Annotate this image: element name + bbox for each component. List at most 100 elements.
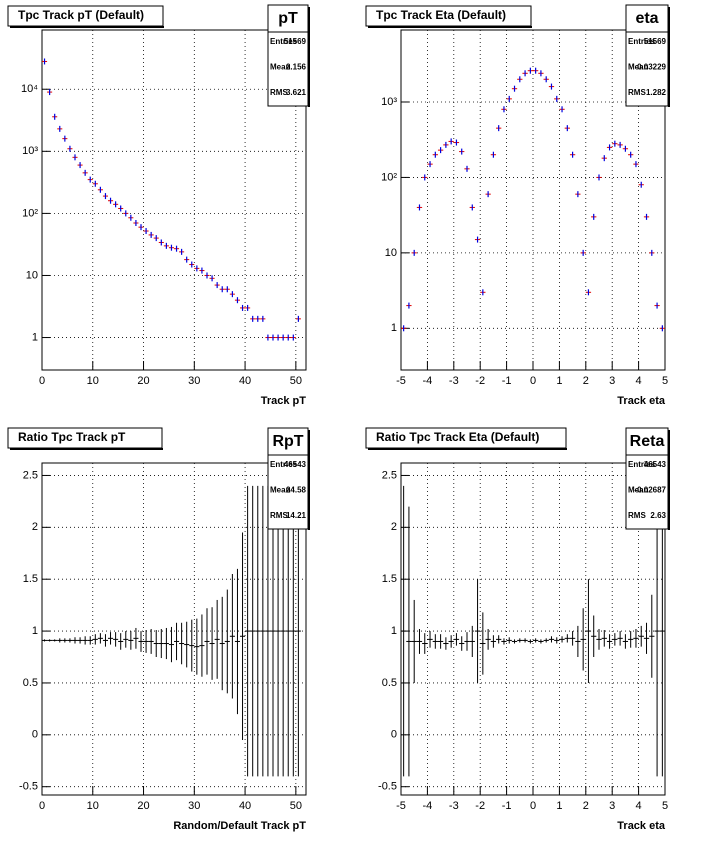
bin-marker: [612, 140, 618, 147]
stats-value: 51569: [284, 37, 307, 46]
error-bar: [543, 638, 549, 643]
bin-marker: [649, 249, 655, 256]
y-tick-label: 2: [32, 521, 38, 533]
bin-marker: [506, 95, 512, 102]
bin-marker: [591, 213, 597, 220]
error-bar: [295, 485, 301, 777]
x-axis-title: Track eta: [617, 820, 666, 832]
error-bar: [596, 629, 602, 650]
bin-marker: [123, 210, 129, 217]
bin-marker: [219, 286, 225, 293]
bin-marker: [480, 289, 486, 296]
error-bar: [219, 596, 225, 691]
stats-value: 14.21: [286, 511, 307, 520]
x-tick-label: 0: [530, 800, 536, 812]
bin-marker: [108, 197, 114, 204]
bin-marker: [168, 244, 174, 251]
plot-area: [400, 462, 666, 796]
error-bar: [47, 639, 53, 642]
x-tick-label: 30: [188, 800, 200, 812]
bin-marker: [496, 125, 502, 132]
y-tick-label: 0: [32, 729, 38, 741]
error-bar: [209, 607, 215, 680]
stats-box: [625, 427, 669, 530]
error-bar: [569, 631, 576, 646]
bin-marker: [422, 174, 428, 181]
bin-marker: [638, 181, 644, 188]
error-bar: [265, 485, 271, 777]
error-bar: [527, 639, 533, 644]
panel: -5 -4 -3 -2 -1 0 1 2 3 4 5 1 10 10² 10³ Track eta Tpc Tr…: [365, 4, 670, 407]
bin-marker: [575, 191, 581, 198]
bin-marker: [234, 297, 240, 304]
error-bar: [501, 638, 507, 645]
error-bar: [606, 634, 613, 649]
y-tick-label: 0: [391, 729, 397, 741]
stats-value: 46543: [284, 460, 307, 469]
error-bar: [480, 612, 486, 675]
bin-marker: [214, 282, 220, 289]
error-bar: [82, 636, 88, 645]
error-bar: [654, 485, 660, 777]
stats-value: -0.02687: [634, 486, 666, 495]
stats-value: 3.621: [286, 88, 307, 97]
stats-label: Entries: [270, 37, 298, 46]
stats-label: RMS: [270, 88, 288, 97]
bin-marker: [97, 186, 103, 193]
chart-title: Ratio Tpc Track pT: [18, 430, 126, 444]
error-bar: [511, 639, 518, 644]
stats-label: Mean: [270, 63, 291, 72]
bin-marker: [427, 161, 433, 168]
chart-title: Ratio Tpc Track Eta (Default): [376, 430, 539, 444]
x-tick-label: 30: [188, 375, 200, 387]
data: [401, 67, 665, 332]
error-bar: [270, 485, 276, 777]
bin-marker: [42, 58, 48, 65]
x-tick-label: 1: [556, 375, 562, 387]
stats-label: Entries: [270, 460, 298, 469]
error-bar: [591, 615, 597, 658]
x-tick-label: 2: [583, 800, 589, 812]
bin-marker: [617, 141, 623, 148]
error-bar: [148, 629, 154, 654]
bin-marker: [143, 228, 149, 235]
x-tick-label: 4: [636, 800, 642, 812]
bin-marker: [501, 106, 507, 113]
error-bar: [538, 639, 544, 644]
bin-marker: [432, 151, 438, 158]
bin-marker: [82, 169, 88, 176]
x-tick-label: -3: [449, 375, 459, 387]
error-bar: [585, 579, 592, 683]
bin-marker: [245, 304, 251, 311]
error-bar: [128, 631, 134, 650]
error-bar: [564, 634, 570, 643]
error-bar: [459, 636, 465, 651]
bin-marker: [285, 334, 291, 341]
stats-label: Mean: [628, 63, 649, 72]
bin-marker: [522, 70, 528, 77]
bin-marker: [280, 334, 286, 341]
error-bar: [92, 634, 98, 645]
error-bar: [633, 629, 639, 648]
bin-marker: [113, 201, 119, 208]
stats-label: RMS: [628, 88, 646, 97]
error-bar: [72, 637, 78, 644]
error-bar: [638, 625, 644, 647]
error-bar: [62, 638, 68, 643]
bin-marker: [92, 180, 98, 187]
x-tick-label: 5: [662, 800, 668, 812]
error-bar: [275, 485, 281, 777]
bin-marker: [490, 151, 497, 158]
error-bar: [224, 589, 230, 694]
error-bar: [245, 485, 251, 777]
data: [42, 58, 301, 341]
error-bar: [97, 633, 103, 644]
bin-marker: [260, 315, 266, 322]
bin-marker: [580, 249, 586, 256]
error-bar: [108, 632, 114, 645]
stats-title: pT: [278, 10, 298, 27]
error-bar: [234, 568, 240, 715]
x-tick-label: 20: [137, 375, 149, 387]
error-bar: [575, 625, 581, 658]
stats-label: Mean: [628, 486, 649, 495]
